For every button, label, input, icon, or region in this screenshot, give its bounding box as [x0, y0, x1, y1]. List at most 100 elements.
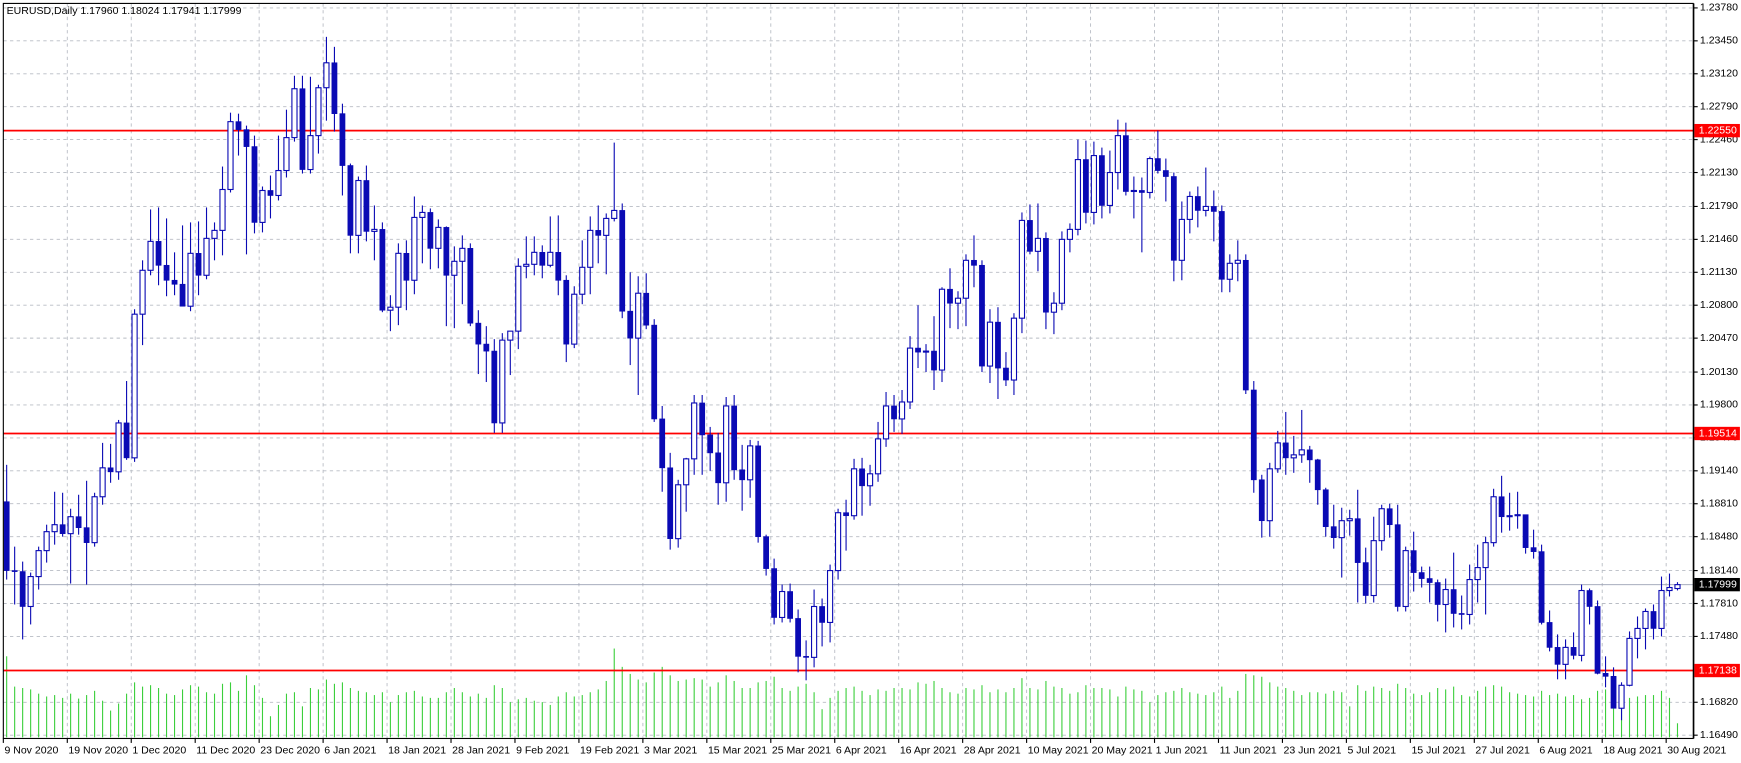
volume-pane [6, 648, 1679, 738]
candle-body [707, 434, 714, 454]
x-tick-label: 6 Aug 2021 [1539, 744, 1592, 756]
x-tick-label: 18 Jan 2021 [388, 744, 446, 756]
candle-body [1186, 195, 1193, 220]
candle-body [171, 279, 178, 285]
candle-body [1546, 622, 1553, 648]
candle-body [155, 241, 162, 266]
candle-body [1626, 637, 1633, 686]
candle-body [539, 252, 546, 266]
candle-body [139, 269, 146, 315]
candle-body [1602, 672, 1609, 677]
candle-body [163, 264, 170, 281]
candle-body [995, 321, 1001, 369]
candle-body [179, 283, 186, 307]
candle-body [1330, 526, 1337, 538]
candle-body [947, 288, 953, 304]
candle-body [1658, 589, 1665, 629]
candle-body [483, 343, 490, 352]
y-tick-label: 1.18810 [1700, 498, 1738, 510]
candle-body [411, 216, 418, 281]
candle-body [755, 445, 762, 537]
candle-body [1034, 237, 1042, 252]
candle-body [315, 87, 322, 137]
candle-body [1027, 220, 1033, 252]
y-tick-label: 1.22130 [1700, 166, 1738, 178]
candle-body [1234, 259, 1241, 264]
candle-body [1410, 550, 1417, 573]
candle-body [1306, 449, 1313, 461]
candle-body [515, 265, 522, 332]
candle-body [739, 469, 746, 481]
y-tick-label: 1.23450 [1700, 35, 1738, 47]
candle-body [387, 306, 394, 311]
candle-body [1114, 135, 1121, 174]
candle-body [675, 484, 682, 540]
candle-body [691, 402, 698, 460]
y-tick-label: 1.17480 [1700, 630, 1738, 642]
candle-body [1442, 588, 1449, 606]
candle-body [187, 252, 194, 307]
candle-body [1210, 206, 1217, 212]
candle-body [1378, 508, 1385, 542]
candle-body [1170, 176, 1177, 261]
x-tick-label: 23 Dec 2020 [260, 744, 320, 756]
candle-body [467, 248, 474, 324]
candle-body [1514, 514, 1521, 517]
candle-body [27, 576, 34, 608]
candle-body [1066, 228, 1074, 240]
candle-body [83, 527, 90, 543]
candle-body [283, 137, 290, 172]
candle-body [1322, 489, 1329, 528]
candle-body [11, 570, 18, 572]
candle-body [819, 606, 825, 623]
candle-body [787, 591, 793, 619]
x-tick-label: 20 May 2021 [1092, 744, 1153, 756]
candle-body [843, 512, 849, 517]
level-label: 1.19514 [1699, 427, 1737, 439]
candle-body [323, 62, 330, 89]
x-tick-label: 11 Jun 2021 [1220, 744, 1277, 756]
candle-body [379, 229, 386, 311]
candle-body [1154, 158, 1161, 171]
candle-body [51, 524, 58, 533]
candle-body [587, 229, 594, 268]
candle-body [211, 229, 218, 239]
candle-body [35, 550, 42, 578]
candle-body [1282, 442, 1289, 459]
y-tick-label: 1.19800 [1700, 399, 1738, 411]
candle-body [882, 405, 890, 440]
candle-body [627, 310, 634, 339]
candle-body [1090, 155, 1098, 213]
candle-body [1418, 572, 1425, 579]
candle-body [1290, 454, 1297, 459]
candle-body [1506, 515, 1513, 518]
candle-body [1458, 613, 1465, 615]
candle-body [59, 524, 66, 534]
candle-body [1258, 479, 1265, 522]
candle-body [251, 146, 258, 223]
candle-body [427, 212, 434, 249]
candle-body [203, 237, 210, 276]
x-tick-label: 16 Apr 2021 [900, 744, 957, 756]
candle-body [979, 264, 985, 367]
candle-body [147, 240, 154, 271]
candle-body [1018, 219, 1026, 319]
candle-body [259, 189, 266, 223]
candle-body [971, 259, 977, 266]
last-price-box [1694, 577, 1740, 592]
candle-body [291, 88, 298, 139]
candle-body [435, 226, 442, 249]
candle-body [403, 253, 410, 281]
candle-body [1578, 589, 1585, 656]
candle-body [235, 121, 242, 130]
candle-body [898, 401, 906, 420]
candle-body [1218, 211, 1225, 280]
candle-body [834, 512, 842, 572]
candle-body [1178, 218, 1185, 261]
candle-body [1130, 189, 1137, 193]
y-tick-label: 1.21790 [1700, 200, 1738, 212]
x-tick-label: 19 Nov 2020 [68, 744, 128, 756]
candle-body [922, 350, 930, 353]
